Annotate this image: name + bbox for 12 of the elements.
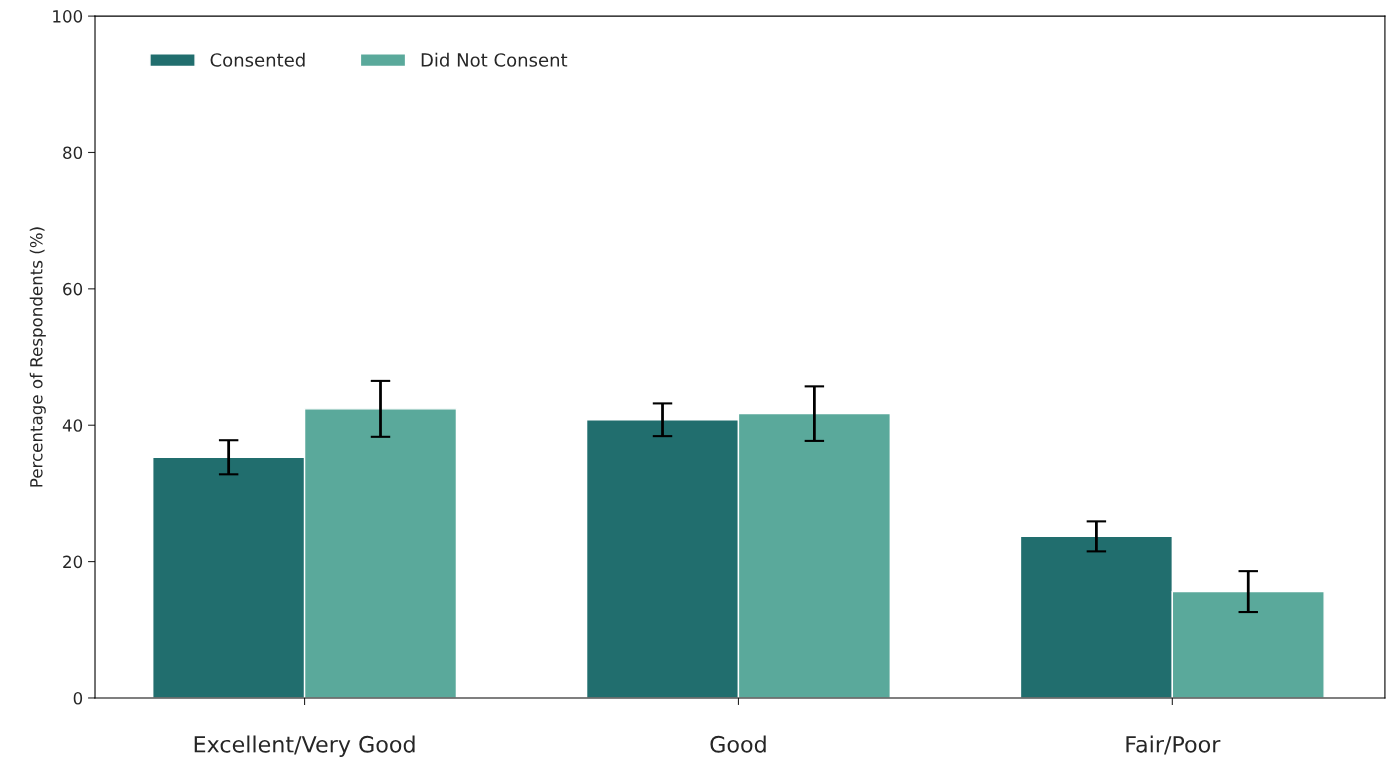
y-tick-label: 0 — [73, 691, 83, 705]
y-tick-label: 80 — [63, 146, 83, 160]
legend-label: Consented — [210, 52, 305, 67]
y-tick-label: 40 — [62, 419, 83, 432]
y-tick-label: 60 — [63, 282, 83, 296]
x-tick-label: Fair/Poor — [1126, 735, 1221, 755]
x-tick-label: Excellent/Very Good — [194, 735, 415, 757]
y-tick-label: 100 — [53, 10, 83, 23]
y-axis-title: Percentage of Respondents (%) — [29, 227, 46, 487]
y-tick-label: 20 — [63, 555, 83, 569]
legend-label: Did Not Consent — [421, 52, 568, 67]
x-tick-label: Good — [710, 735, 766, 753]
